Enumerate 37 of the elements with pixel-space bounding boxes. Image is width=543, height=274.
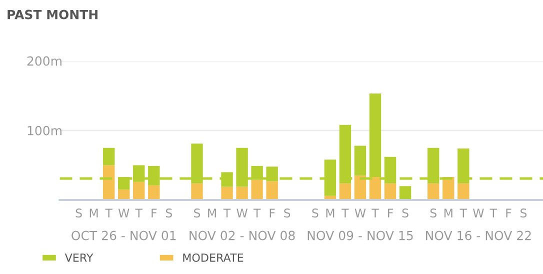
chart-title: PAST MONTH [8, 10, 98, 20]
x-tick-label: W [236, 208, 248, 218]
x-tick-label: T [460, 208, 468, 218]
text: OCT 26 - NOV 01 [72, 230, 176, 240]
x-tick-label: M [444, 208, 452, 218]
text: NOV 16 - NOV 22 [426, 230, 531, 240]
x-tick-label: S [430, 208, 436, 218]
text: NOV 09 - NOV 15 [308, 230, 413, 240]
x-tick-label: W [118, 208, 130, 218]
x-tick-label: S [312, 208, 318, 218]
x-tick-label: M [208, 208, 216, 218]
x-tick-label: W [472, 208, 484, 218]
y-tick-label: 100m [28, 126, 62, 136]
x-tick-label: S [402, 208, 408, 218]
x-tick-label: T [105, 208, 112, 218]
x-tick-label: W [354, 208, 366, 218]
text: NOV 02 - NOV 08 [190, 230, 295, 240]
x-tick-label: M [326, 208, 334, 218]
y-tick-label: 200m [27, 56, 62, 66]
x-tick-label: T [372, 208, 379, 218]
x-tick-label: S [76, 208, 82, 218]
x-tick-label: M [90, 208, 98, 218]
x-tick-label: F [152, 208, 157, 218]
x-tick-label: S [166, 208, 172, 218]
x-tick-label: T [490, 208, 498, 218]
x-tick-label: S [194, 208, 200, 218]
x-tick-label: F [506, 208, 512, 218]
x-tick-label: T [253, 208, 261, 218]
x-tick-label: S [284, 208, 290, 218]
x-tick-label: S [520, 208, 527, 218]
x-tick-label: F [270, 208, 275, 218]
x-tick-label: T [223, 208, 231, 218]
x-tick-label: T [342, 208, 349, 218]
x-tick-label: F [388, 208, 393, 218]
x-tick-label: T [135, 208, 143, 218]
legend-label: MODERATE [183, 253, 244, 262]
legend-label: VERY [64, 254, 94, 262]
